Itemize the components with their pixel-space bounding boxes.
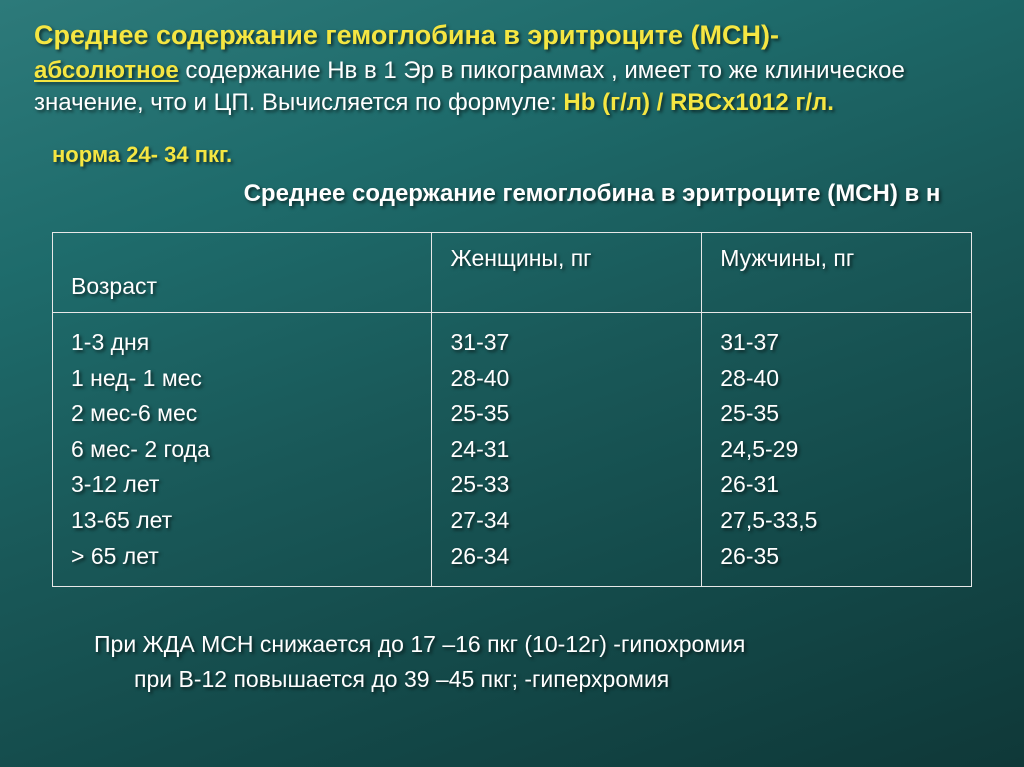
absolute-word: абсолютное [34,57,179,84]
title-text: Среднее содержание гемоглобина в эритроц… [34,20,779,50]
female-row: 27-34 [450,503,683,539]
table-data-row: 1-3 дня 1 нед- 1 мес 2 мес-6 мес 6 мес- … [53,312,972,586]
female-row: 28-40 [450,361,683,397]
age-row: 3-12 лет [71,467,413,503]
female-row: 24-31 [450,432,683,468]
table-header-row: Возраст Женщины, пг Мужчины, пг [53,232,972,312]
female-row: 25-33 [450,467,683,503]
slide-container: Среднее содержание гемоглобина в эритроц… [0,0,1024,767]
male-row: 25-35 [720,396,953,432]
age-row: > 65 лет [71,539,413,575]
cell-male: 31-37 28-40 25-35 24,5-29 26-31 27,5-33,… [702,312,972,586]
footer-block: При ЖДА МСН снижается до 17 –16 пкг (10-… [94,627,990,696]
col-header-age: Возраст [53,232,432,312]
formula-text: Нb (г/л) / RBCх1012 г/л. [563,89,834,116]
male-row: 26-31 [720,467,953,503]
male-row: 31-37 [720,325,953,361]
male-row: 26-35 [720,539,953,575]
male-row: 28-40 [720,361,953,397]
footer-line-2: при В-12 повышается до 39 –45 пкг; -гипе… [134,662,990,697]
female-row: 26-34 [450,539,683,575]
title-block: Среднее содержание гемоглобина в эритроц… [34,18,990,53]
age-row: 1 нед- 1 мес [71,361,413,397]
footer-line-1: При ЖДА МСН снижается до 17 –16 пкг (10-… [94,627,990,662]
col-header-male: Мужчины, пг [702,232,972,312]
male-row: 24,5-29 [720,432,953,468]
description-block: абсолютное содержание Нв в 1 Эр в пикогр… [34,55,990,120]
age-row: 6 мес- 2 года [71,432,413,468]
female-row: 31-37 [450,325,683,361]
age-row: 1-3 дня [71,325,413,361]
data-table: Возраст Женщины, пг Мужчины, пг 1-3 дня … [52,232,972,587]
cell-ages: 1-3 дня 1 нед- 1 мес 2 мес-6 мес 6 мес- … [53,312,432,586]
female-row: 25-35 [450,396,683,432]
age-row: 2 мес-6 мес [71,396,413,432]
age-row: 13-65 лет [71,503,413,539]
cell-female: 31-37 28-40 25-35 24-31 25-33 27-34 26-3… [432,312,702,586]
male-row: 27,5-33,5 [720,503,953,539]
subtitle-text: Среднее содержание гемоглобина в эритроц… [194,180,990,208]
col-header-female: Женщины, пг [432,232,702,312]
norm-text: норма 24- 34 пкг. [52,142,990,168]
